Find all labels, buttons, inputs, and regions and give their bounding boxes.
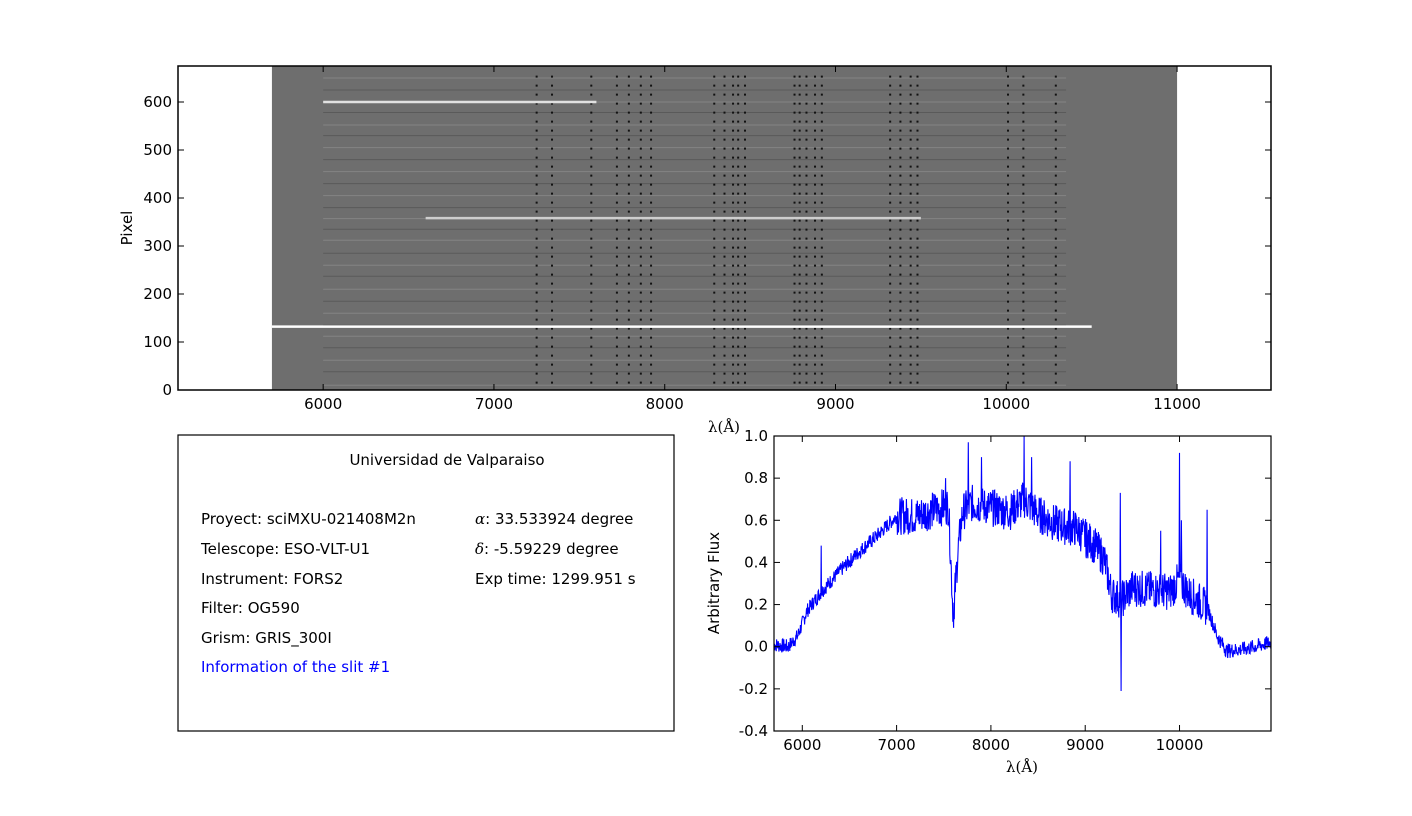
info-ra: α: 33.533924 degree bbox=[475, 510, 633, 528]
spectrum-image-frame bbox=[177, 65, 1272, 391]
y-tick-label: 1.0 bbox=[744, 427, 768, 445]
y-tick-label: -0.4 bbox=[739, 722, 768, 740]
y-tick-label: 500 bbox=[143, 141, 172, 159]
flux-spectrum-frame bbox=[773, 435, 1272, 732]
y-tick-label: 0.0 bbox=[744, 638, 768, 656]
y-tick-label: 300 bbox=[143, 237, 172, 255]
flux-y-ticks: -0.4 -0.2 0.0 0.2 0.4 0.6 0.8 1.0 bbox=[739, 427, 1271, 740]
spectrum-image-y-ticks: 0 100 200 300 400 500 600 bbox=[143, 93, 1271, 399]
x-tick-label: 10000 bbox=[1156, 736, 1204, 754]
spectrum-image-panel: 6000 7000 8000 9000 10000 11000 0 100 200 300 400… bbox=[118, 65, 1272, 436]
y-tick-label: 200 bbox=[143, 285, 172, 303]
x-tick-label: 8000 bbox=[646, 395, 684, 413]
y-tick-label: 100 bbox=[143, 333, 172, 351]
flux-ylabel: Arbitrary Flux bbox=[705, 532, 723, 634]
flux-series-line bbox=[774, 436, 1271, 692]
x-tick-label: 11000 bbox=[1153, 395, 1201, 413]
y-tick-label: -0.2 bbox=[739, 680, 768, 698]
y-tick-label: 0.2 bbox=[744, 596, 768, 614]
flux-x-ticks: 6000 7000 8000 9000 10000 bbox=[783, 436, 1203, 754]
y-tick-label: 0.6 bbox=[744, 511, 768, 529]
flux-xlabel: λ(Å) bbox=[1006, 758, 1038, 776]
info-dec-value: : -5.59229 degree bbox=[484, 540, 619, 558]
info-exptime: Exp time: 1299.951 s bbox=[475, 570, 636, 588]
info-instrument: Instrument: FORS2 bbox=[201, 570, 343, 588]
y-tick-label: 400 bbox=[143, 189, 172, 207]
spectrum-image-xlabel: λ(Å) bbox=[708, 418, 740, 436]
x-tick-label: 6000 bbox=[783, 736, 821, 754]
info-dec-symbol: δ bbox=[475, 540, 484, 558]
spectrum-image-x-ticks: 6000 7000 8000 9000 10000 11000 bbox=[304, 66, 1201, 413]
info-project: Proyect: sciMXU-021408M2n bbox=[201, 510, 416, 528]
y-tick-label: 600 bbox=[143, 93, 172, 111]
y-tick-label: 0.4 bbox=[744, 553, 768, 571]
x-tick-label: 10000 bbox=[982, 395, 1030, 413]
y-tick-label: 0 bbox=[162, 381, 172, 399]
x-tick-label: 9000 bbox=[1066, 736, 1104, 754]
info-ra-value: : 33.533924 degree bbox=[485, 510, 633, 528]
image-background bbox=[271, 66, 1178, 390]
info-panel-frame bbox=[177, 434, 675, 732]
info-panel: Universidad de Valparaiso Proyect: sciMX… bbox=[177, 434, 675, 732]
info-filter: Filter: OG590 bbox=[201, 599, 300, 617]
info-telescope: Telescope: ESO-VLT-U1 bbox=[200, 540, 370, 558]
info-panel-title: Universidad de Valparaiso bbox=[349, 451, 544, 469]
info-dec: δ: -5.59229 degree bbox=[475, 540, 619, 558]
x-tick-label: 6000 bbox=[304, 395, 342, 413]
info-ra-symbol: α bbox=[475, 510, 485, 528]
x-tick-label: 7000 bbox=[475, 395, 513, 413]
flux-spectrum-panel: 6000 7000 8000 9000 10000 -0.4 -0.2 0.0 0.2 0.4 0… bbox=[705, 427, 1272, 776]
x-tick-label: 7000 bbox=[878, 736, 916, 754]
y-tick-label: 0.8 bbox=[744, 469, 768, 487]
info-grism: Grism: GRIS_300I bbox=[201, 629, 332, 648]
spectrum-image-ylabel: Pixel bbox=[118, 211, 136, 246]
x-tick-label: 9000 bbox=[816, 395, 854, 413]
x-tick-label: 8000 bbox=[972, 736, 1010, 754]
slit-info-link[interactable]: Information of the slit #1 bbox=[201, 658, 390, 676]
spectrum-image bbox=[271, 66, 1178, 390]
